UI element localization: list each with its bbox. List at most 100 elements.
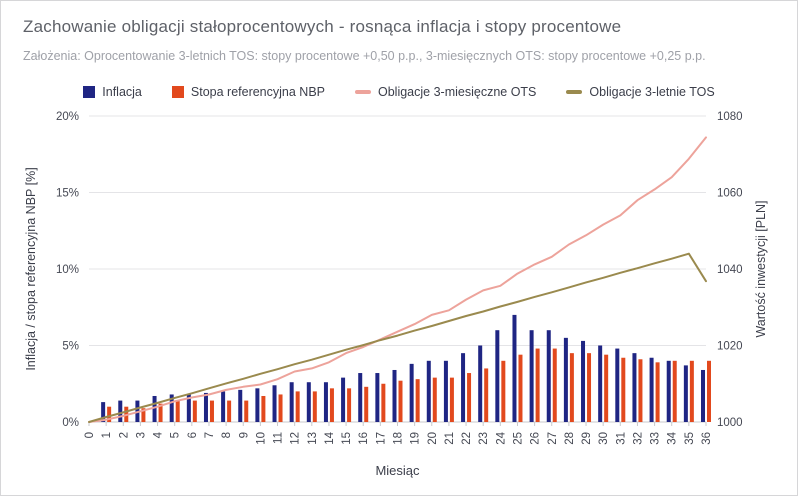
x-tick-label: 23 [478,432,490,445]
nbp-rate-bar [587,353,592,422]
inflation-bar [152,395,157,422]
inflation-bar [255,388,260,422]
x-tick-label: 6 [187,432,199,438]
legend-label: Obligacje 3-miesięczne OTS [378,85,537,99]
inflation-bar [666,360,671,422]
nbp-rate-bar [707,360,711,422]
nbp-rate-bar [329,388,334,422]
left-axis-title: Inflacja / stopa referencyjna NBP [%] [24,167,38,370]
nbp-rate-swatch-icon [171,86,184,98]
nbp-rate-bar [141,408,146,422]
nbp-rate-bar [107,406,112,422]
x-tick-label: 7 [204,432,216,438]
nbp-rate-bar [449,377,454,422]
legend-label: Inflacja [102,85,142,99]
nbp-rate-bar [501,360,506,422]
x-tick-label: 29 [581,432,593,445]
nbp-rate-bar [278,394,283,422]
tos-line-swatch-icon [566,90,583,94]
nbp-rate-bar [689,360,694,422]
inflation-bar [461,353,466,422]
nbp-rate-bar [158,403,163,422]
inflation-bar [683,365,688,422]
x-tick-label: 13 [307,432,319,445]
nbp-rate-bar [261,395,266,422]
nbp-rate-bar [244,400,249,422]
x-tick-label: 28 [564,432,576,445]
inflation-bar [221,391,226,422]
x-tick-label: 33 [650,432,662,445]
inflation-bar [546,330,551,422]
inflation-bar [392,369,397,422]
nbp-rate-bar [295,391,300,422]
inflation-bar [238,389,243,422]
nbp-rate-bar [638,359,643,422]
x-tick-label: 17 [375,432,387,445]
legend-item-tos: Obligacje 3-letnie TOS [566,85,715,99]
inflation-bar [632,353,637,422]
nbp-rate-bar [364,386,369,422]
inflation-bar [615,348,620,422]
nbp-rate-bar [569,353,574,422]
left-tick-label: 5% [62,341,79,353]
inflation-bar [101,402,106,422]
nbp-rate-bar [347,388,352,422]
inflation-bar [443,360,448,422]
x-tick-label: 9 [238,432,250,438]
legend-label: Obligacje 3-letnie TOS [589,85,715,99]
x-tick-label: 31 [615,432,627,445]
x-tick-label: 35 [684,432,696,445]
inflation-bar [478,345,483,422]
x-tick-label: 4 [153,431,165,438]
nbp-rate-bar [655,362,660,422]
inflation-bar [375,373,380,422]
x-tick-label: 15 [341,432,353,445]
inflation-bar [169,394,174,422]
x-tick-label: 10 [255,432,267,445]
inflation-bar [289,382,294,422]
x-tick-label: 20 [427,432,439,445]
inflation-bar [495,330,500,422]
inflation-bar [581,340,586,422]
tos-line [88,252,707,423]
nbp-rate-bar [192,400,197,422]
inflation-bar [272,385,277,422]
x-tick-label: 34 [667,431,679,444]
nbp-rate-bar [621,357,626,422]
nbp-rate-bar [518,354,523,422]
nbp-rate-bar [398,380,403,422]
inflation-bar [598,345,603,422]
x-tick-label: 3 [135,432,147,438]
inflation-bar [118,400,123,422]
legend-label: Stopa referencyjna NBP [190,85,325,99]
inflation-bar [409,363,414,422]
x-tick-label: 21 [444,432,456,445]
right-tick-label: 1060 [717,188,743,200]
left-tick-label: 10% [56,264,79,276]
x-axis-title: Miesiąc [375,463,420,478]
right-tick-label: 1020 [717,341,743,353]
inflation-bar [426,360,431,422]
x-tick-label: 12 [290,432,302,445]
nbp-rate-bar [535,348,540,422]
legend-item-ots: Obligacje 3-miesięczne OTS [355,85,536,99]
inflation-swatch-icon [83,86,96,98]
x-tick-label: 16 [358,432,370,445]
inflation-bar [323,382,328,422]
x-tick-label: 26 [530,432,542,445]
x-tick-label: 36 [701,432,713,445]
x-tick-label: 24 [495,431,507,444]
inflation-bar [358,373,363,422]
inflation-bar [186,394,191,422]
inflation-bar [701,369,705,422]
left-tick-label: 15% [56,188,79,200]
x-tick-label: 0 [84,432,96,438]
x-tick-label: 18 [393,432,405,445]
nbp-rate-bar [209,400,214,422]
inflation-bar [563,337,568,422]
ots-line-swatch-icon [355,90,371,94]
ots-line [88,136,707,423]
inflation-bar [203,392,208,422]
